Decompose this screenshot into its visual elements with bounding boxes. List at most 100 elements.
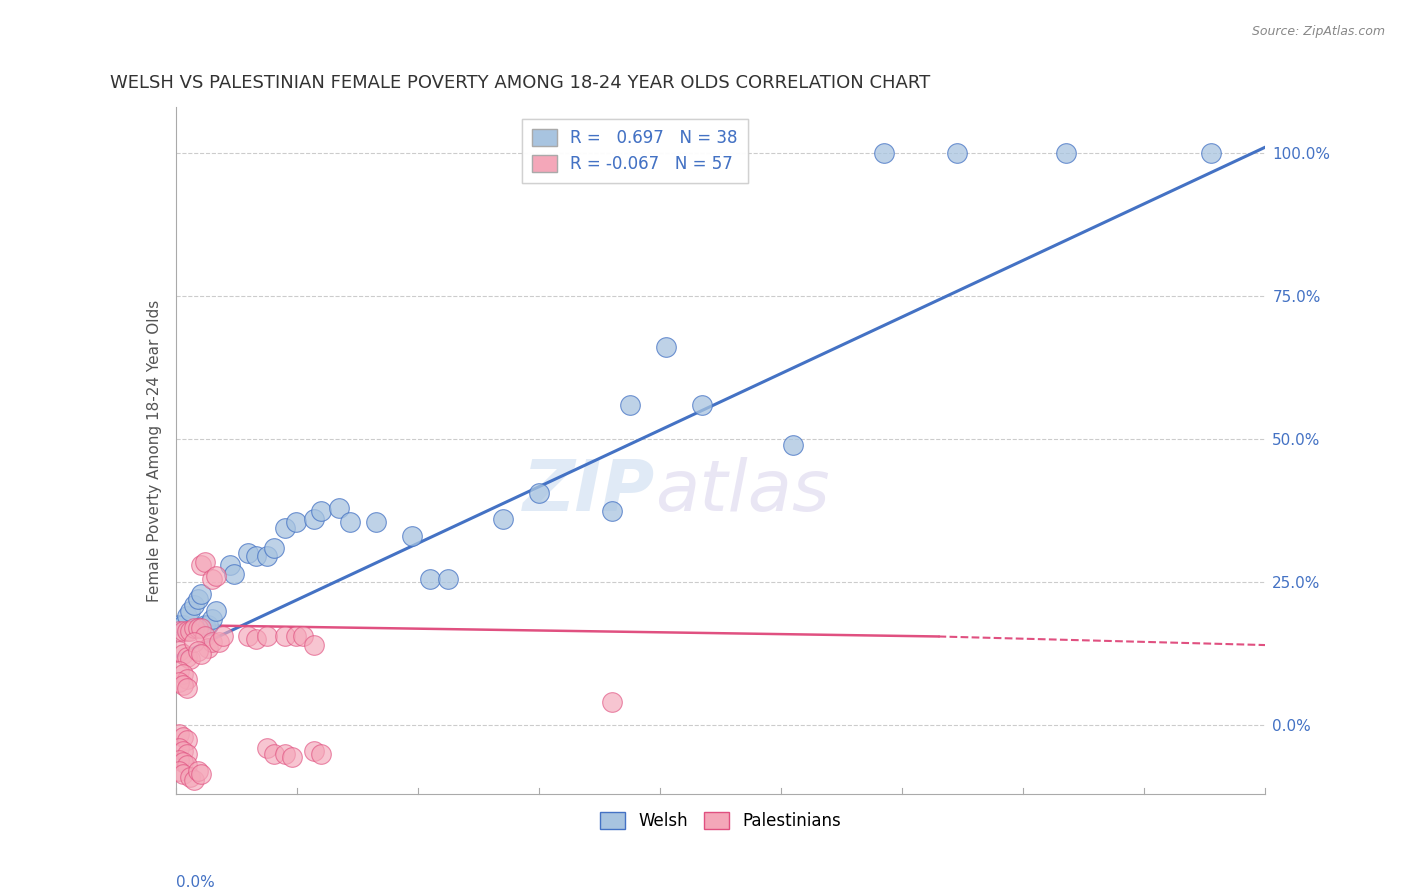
Point [186,592,209,607]
Point [204,604,226,618]
Point [176,673,198,687]
Point [172,767,194,781]
Point [197,618,219,632]
Point [179,652,201,666]
Point [204,569,226,583]
Point [238,546,260,561]
Point [169,675,191,690]
Point [186,621,209,635]
Point [309,503,332,517]
Point [172,678,194,692]
Point [179,604,201,618]
Point [328,500,350,515]
Point [169,664,191,678]
Point [172,730,194,744]
Point [339,515,361,529]
Point [309,747,332,761]
Point [172,618,194,632]
Y-axis label: Female Poverty Among 18-24 Year Olds: Female Poverty Among 18-24 Year Olds [146,300,162,601]
Point [256,549,278,564]
Point [190,647,212,661]
Point [263,747,285,761]
Point [655,340,678,354]
Point [492,512,515,526]
Point [600,695,623,709]
Point [419,572,441,586]
Point [169,741,191,756]
Point [172,666,194,681]
Point [692,398,714,412]
Point [284,630,307,644]
Point [169,624,191,638]
Point [190,586,212,600]
Point [212,630,235,644]
Point [437,572,460,586]
Point [291,630,314,644]
Text: WELSH VS PALESTINIAN FEMALE POVERTY AMONG 18-24 YEAR OLDS CORRELATION CHART: WELSH VS PALESTINIAN FEMALE POVERTY AMON… [110,74,931,92]
Point [197,640,219,655]
Point [302,512,325,526]
Point [179,624,201,638]
Point [183,621,205,635]
Point [176,609,198,624]
Point [274,747,297,761]
Point [190,621,212,635]
Point [302,744,325,758]
Point [176,747,198,761]
Text: 0.0%: 0.0% [176,874,215,889]
Point [873,145,896,160]
Point [219,558,242,572]
Point [172,624,194,638]
Point [183,598,205,612]
Point [186,764,209,778]
Text: Source: ZipAtlas.com: Source: ZipAtlas.com [1251,25,1385,38]
Point [263,541,285,555]
Point [169,727,191,741]
Point [183,635,205,649]
Point [245,632,267,647]
Point [176,732,198,747]
Point [256,630,278,644]
Point [176,624,198,638]
Point [176,681,198,695]
Point [186,644,209,658]
Point [176,758,198,772]
Text: ZIP: ZIP [523,458,655,526]
Point [201,635,224,649]
Text: atlas: atlas [655,458,830,526]
Point [208,635,231,649]
Point [172,756,194,770]
Point [945,145,967,160]
Point [222,566,245,581]
Point [284,515,307,529]
Point [256,741,278,756]
Point [190,558,212,572]
Point [281,749,304,764]
Point [169,644,191,658]
Point [176,649,198,664]
Point [782,438,804,452]
Point [179,770,201,784]
Point [401,529,423,543]
Point [302,638,325,652]
Point [169,753,191,767]
Point [201,612,224,626]
Point [194,630,217,644]
Point [183,772,205,787]
Point [274,521,297,535]
Point [1054,145,1077,160]
Point [527,486,550,500]
Point [619,398,641,412]
Point [172,647,194,661]
Point [1199,145,1222,160]
Point [194,555,217,569]
Point [274,630,297,644]
Point [172,744,194,758]
Point [600,503,623,517]
Point [169,764,191,778]
Point [169,618,191,632]
Point [364,515,387,529]
Point [194,618,217,632]
Point [190,767,212,781]
Point [245,549,267,564]
